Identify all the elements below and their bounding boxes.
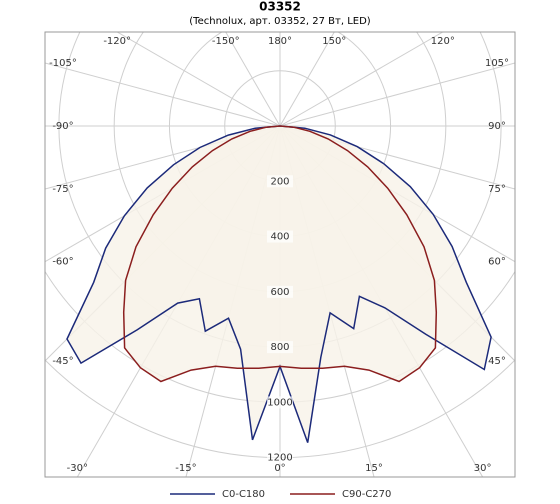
angle-tick-label: 75°	[488, 184, 506, 195]
r-tick-label: 400	[270, 232, 289, 243]
r-tick-bg	[267, 341, 293, 354]
angle-tick-label: -90°	[52, 121, 73, 132]
grid-ray	[279, 32, 444, 127]
grid-ray	[279, 32, 335, 127]
r-tick-label: 800	[270, 342, 289, 353]
angle-tick-label: -105°	[49, 58, 77, 69]
r-tick-label: 1200	[267, 453, 292, 464]
angle-tick-label: -120°	[103, 36, 131, 47]
angle-tick-label: -75°	[52, 184, 73, 195]
angle-tick-label: 45°	[488, 356, 506, 367]
angle-tick-label: -60°	[52, 257, 73, 268]
legend-label: C90-C270	[342, 489, 391, 500]
r-tick-bg	[267, 396, 293, 409]
series-line	[122, 125, 438, 383]
r-tick-label: 200	[270, 176, 289, 187]
angle-tick-label: 105°	[485, 58, 509, 69]
grid-ray	[225, 32, 281, 127]
angle-tick-label: 0°	[274, 463, 285, 474]
r-tick-label: 1000	[267, 397, 292, 408]
angle-tick-label: 120°	[431, 36, 455, 47]
angle-tick-label: -45°	[52, 356, 73, 367]
angle-tick-label: 90°	[488, 121, 506, 132]
angle-tick-label: 15°	[365, 463, 383, 474]
angle-tick-label: 60°	[488, 257, 506, 268]
plot-area	[45, 32, 515, 477]
angle-tick-label: -150°	[212, 36, 240, 47]
r-tick-label: 600	[270, 287, 289, 298]
r-tick-bg	[267, 285, 293, 298]
r-tick-bg	[267, 175, 293, 188]
chart-subtitle: (Technolux, арт. 03352, 27 Вт, LED)	[189, 16, 371, 27]
chart-title: 03352	[259, 0, 301, 14]
angle-tick-label: -15°	[175, 463, 196, 474]
r-tick-bg	[267, 451, 293, 464]
grid-ray	[279, 62, 515, 127]
legend: C0-C180 C90-C270	[170, 489, 391, 500]
legend-label: C0-C180	[222, 489, 265, 500]
angle-tick-label: 30°	[474, 463, 492, 474]
angle-tick-label: -30°	[67, 463, 88, 474]
frame	[44, 31, 516, 478]
r-tick-bg	[267, 230, 293, 243]
grid-ray	[116, 32, 281, 127]
angle-tick-label: 180°	[268, 36, 292, 47]
labels: -120° -150° 180° 150° 120° -105° -90° -75° -60° -…	[49, 36, 509, 474]
angle-tick-label: 150°	[322, 36, 346, 47]
series-fill	[123, 126, 437, 382]
grid-ray	[45, 62, 281, 127]
